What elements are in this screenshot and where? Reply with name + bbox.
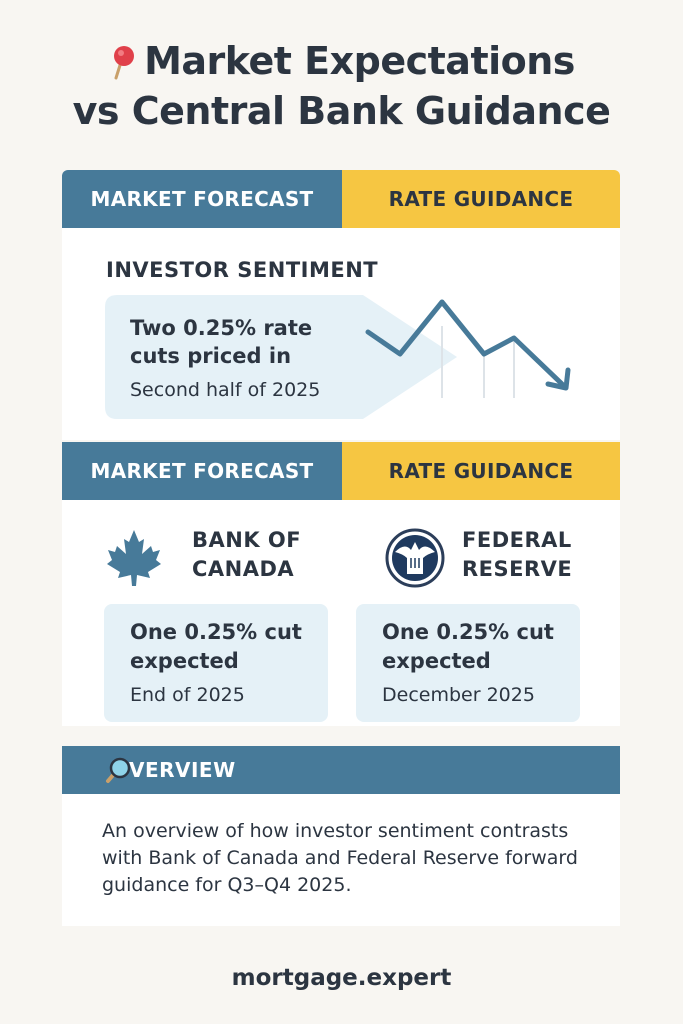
fed-expectation-box: One 0.25% cut expected December 2025: [356, 604, 580, 722]
boc-name: BANK OF CANADA: [192, 526, 301, 584]
page-title: Market Expectations vs Central Bank Guid…: [0, 36, 683, 136]
fed-sub-text: December 2025: [382, 684, 535, 706]
section1-header-band: MARKET FORECAST RATE GUIDANCE: [62, 170, 620, 228]
investor-sentiment-card: INVESTOR SENTIMENT Two 0.25% rate cuts p…: [62, 228, 620, 440]
overview-card: An overview of how investor sentiment co…: [62, 794, 620, 926]
title-text-1: Market Expectations: [144, 39, 575, 83]
overview-text: An overview of how investor sentiment co…: [102, 820, 578, 896]
central-banks-card: BANK OF CANADA One 0.25% cut expected En…: [62, 500, 620, 726]
fed-name-line2: RESERVE: [462, 557, 573, 581]
boc-main-text: One 0.25% cut expected: [130, 620, 302, 673]
boc-name-line2: CANADA: [192, 557, 295, 581]
footer-brand: mortgage.expert: [231, 965, 452, 991]
title-line-2: vs Central Bank Guidance: [72, 89, 611, 133]
market-forecast-label: MARKET FORECAST: [62, 170, 342, 228]
sentiment-sub-text: Second half of 2025: [130, 379, 321, 401]
investor-sentiment-heading: INVESTOR SENTIMENT: [106, 258, 379, 282]
magnifier-icon: [106, 757, 131, 783]
rate-guidance-label: RATE GUIDANCE: [342, 170, 620, 228]
market-forecast-label-2: MARKET FORECAST: [62, 442, 342, 500]
rate-guidance-label-2: RATE GUIDANCE: [342, 442, 620, 500]
pushpin-icon: [108, 44, 138, 80]
boc-expectation-box: One 0.25% cut expected End of 2025: [104, 604, 328, 722]
sentiment-bubble: [105, 295, 457, 419]
overview-header-band: OVERVIEW: [62, 746, 620, 794]
maple-leaf-icon: [107, 530, 161, 586]
fed-name-line1: FEDERAL: [462, 528, 572, 552]
federal-reserve-seal-icon: [385, 528, 445, 588]
overview-label: OVERVIEW: [112, 758, 236, 782]
sentiment-main-text: Two 0.25% rate cuts priced in: [130, 316, 313, 368]
fed-main-text: One 0.25% cut expected: [382, 620, 554, 673]
title-line-1: Market Expectations: [0, 36, 683, 86]
fed-name: FEDERAL RESERVE: [462, 526, 572, 584]
boc-name-line1: BANK OF: [192, 528, 302, 552]
boc-sub-text: End of 2025: [130, 684, 245, 706]
downward-trend-arrow-icon: [365, 299, 571, 398]
section2-header-band: MARKET FORECAST RATE GUIDANCE: [62, 442, 620, 500]
